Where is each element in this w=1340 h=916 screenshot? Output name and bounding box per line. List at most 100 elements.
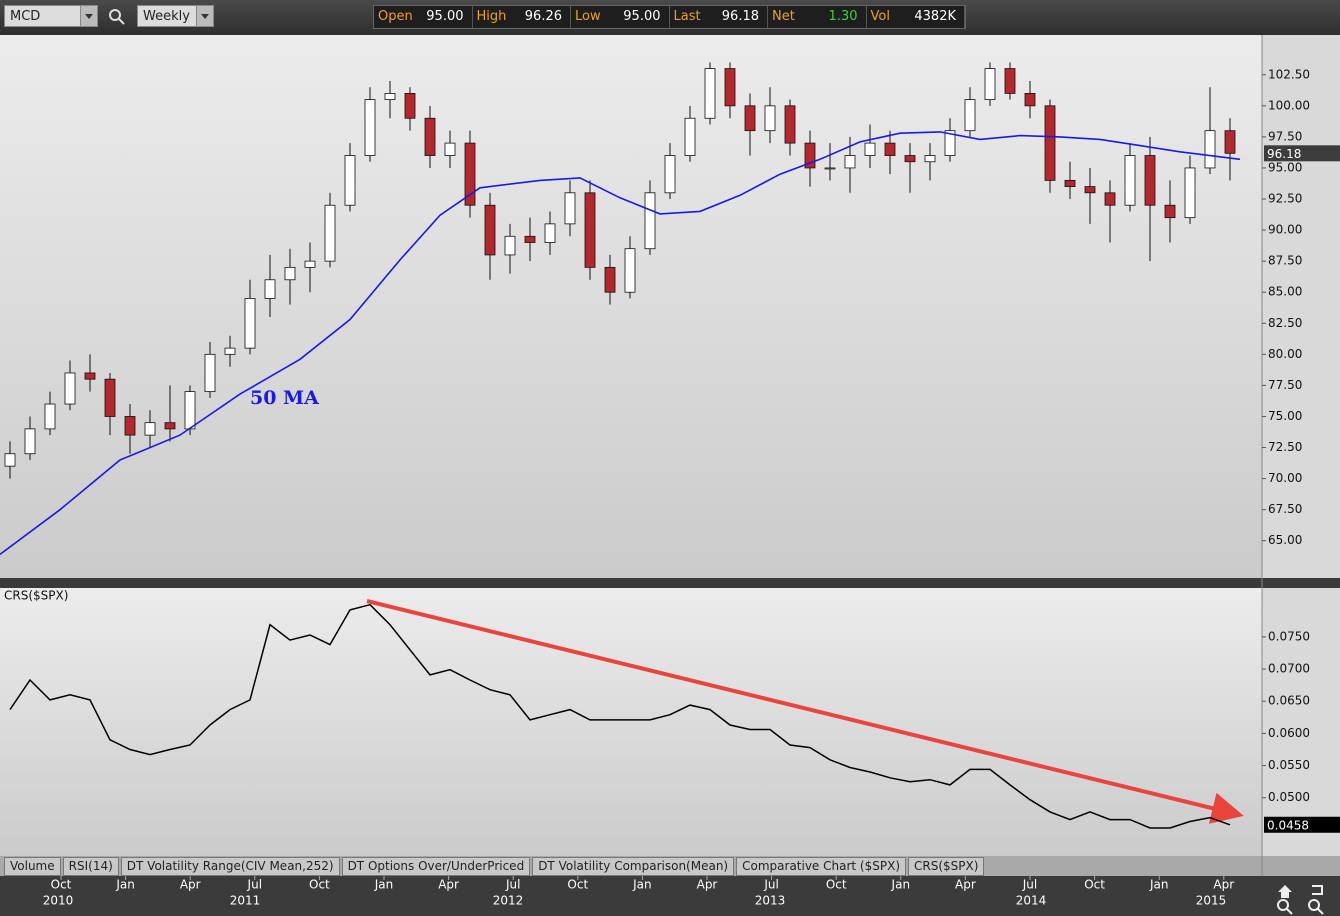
x-year-label: 2011 xyxy=(230,894,261,908)
candle-body xyxy=(704,68,716,119)
y-tick-label: 75.00 xyxy=(1268,409,1302,423)
search-icon[interactable] xyxy=(107,7,127,27)
last-value-tag xyxy=(1264,145,1340,162)
y-tick-label: 90.00 xyxy=(1268,223,1302,237)
candle-body xyxy=(424,117,436,156)
y-tick-label: 100.00 xyxy=(1268,98,1310,112)
candle-body xyxy=(624,248,636,293)
x-tick-label: Jan xyxy=(632,878,652,892)
quote-label: Open xyxy=(378,9,413,24)
candle-body xyxy=(1044,105,1056,181)
candle-body xyxy=(1164,204,1176,219)
indicator-tab[interactable]: Volume xyxy=(4,857,61,876)
indicator-tab[interactable]: DT Volatility Comparison(Mean) xyxy=(532,857,735,876)
quote-field: Open 95.00 xyxy=(374,6,473,28)
x-tick-label: Apr xyxy=(697,878,718,892)
candle-body xyxy=(1084,186,1096,194)
x-tick-label: Jul xyxy=(763,878,778,892)
panel-splitter[interactable] xyxy=(0,578,1340,588)
period-box[interactable]: Weekly xyxy=(137,5,214,27)
x-tick-label: Oct xyxy=(1084,878,1105,892)
indicator-tab[interactable]: Comparative Chart ($SPX) xyxy=(736,857,906,876)
candle-body xyxy=(804,142,816,169)
x-tick-label: Apr xyxy=(180,878,201,892)
y-tick-label: 0.0550 xyxy=(1268,758,1310,772)
candle-body xyxy=(504,235,516,256)
x-year-label: 2010 xyxy=(43,894,74,908)
x-tick-label: Apr xyxy=(438,878,459,892)
candle-body xyxy=(244,298,256,349)
symbol-box[interactable]: MCD xyxy=(4,5,98,27)
home-icon[interactable] xyxy=(1278,885,1292,898)
dropdown-button[interactable] xyxy=(196,6,213,26)
quote-value: 96.18 xyxy=(721,9,759,24)
y-tick-label: 0.0500 xyxy=(1268,790,1310,804)
candle-body xyxy=(764,105,776,132)
quote-label: Last xyxy=(673,9,701,24)
x-tick-label: Oct xyxy=(826,878,847,892)
candle-body xyxy=(904,155,916,163)
x-year-label: 2014 xyxy=(1016,894,1047,908)
quote-label: Low xyxy=(575,9,601,24)
candle-body xyxy=(464,142,476,206)
zoom-in-icon[interactable] xyxy=(1277,899,1293,915)
candle-body xyxy=(784,105,796,144)
candle-body xyxy=(24,428,36,455)
price-panel xyxy=(0,35,1262,578)
y-tick-label: 0.0750 xyxy=(1268,629,1310,643)
candle-body xyxy=(604,266,616,293)
candle-body xyxy=(264,279,276,299)
candle-body xyxy=(1224,130,1236,154)
y-tick-label: 65.00 xyxy=(1268,533,1302,547)
indicator-tab[interactable]: CRS($SPX) xyxy=(908,857,985,876)
toolbar: MCD Weekly Open 95.00 High 96.26 Low 95.00 Las… xyxy=(0,0,1340,34)
candle-body xyxy=(964,99,976,132)
last-value-tag xyxy=(1264,816,1340,833)
y-tick-label: 80.00 xyxy=(1268,347,1302,361)
candle-body xyxy=(324,204,336,262)
last-value-label: 96.18 xyxy=(1267,147,1301,161)
ma-annotation: 50 MA xyxy=(250,387,319,409)
quote-label: High xyxy=(476,9,507,24)
quote-value: 95.00 xyxy=(426,9,464,24)
undo-icon[interactable] xyxy=(1312,885,1323,895)
candle-body xyxy=(1104,192,1116,206)
indicator-tab[interactable]: DT Volatility Range(CIV Mean,252) xyxy=(120,857,340,876)
candle-body xyxy=(1064,179,1076,187)
x-tick-label: Apr xyxy=(1213,878,1234,892)
candle-body xyxy=(64,372,76,405)
candle-body xyxy=(664,155,676,194)
x-year-label: 2015 xyxy=(1196,894,1227,908)
x-tick-label: Jan xyxy=(374,878,394,892)
candle-body xyxy=(144,422,156,436)
x-year-label: 2012 xyxy=(493,894,524,908)
indicator-tab[interactable]: RSI(14) xyxy=(62,857,119,876)
y-tick-label: 72.50 xyxy=(1268,440,1302,454)
crs-title: CRS($SPX) xyxy=(4,589,68,603)
y-tick-label: 87.50 xyxy=(1268,254,1302,268)
price-axis-panel xyxy=(1262,35,1340,578)
candle-body xyxy=(124,416,136,436)
candle-body xyxy=(944,130,956,156)
zoom-out-icon[interactable] xyxy=(1308,899,1324,915)
quote-label: Net xyxy=(772,9,795,24)
last-value-label: 0.0458 xyxy=(1267,818,1309,832)
indicator-tab[interactable]: DT Options Over/UnderPriced xyxy=(341,857,531,876)
candle-body xyxy=(444,142,456,156)
dropdown-button[interactable] xyxy=(80,6,97,26)
quote-field: Vol 4382K xyxy=(867,6,965,28)
quote-value: 1.30 xyxy=(828,9,858,24)
y-tick-label: 85.00 xyxy=(1268,285,1302,299)
quote-value: 95.00 xyxy=(623,9,661,24)
y-tick-label: 0.0700 xyxy=(1268,662,1310,676)
x-tick-label: Jan xyxy=(115,878,135,892)
y-tick-label: 102.50 xyxy=(1268,67,1310,81)
crs-axis-panel xyxy=(1262,588,1340,856)
y-tick-label: 95.00 xyxy=(1268,160,1302,174)
quote-field: Last 96.18 xyxy=(670,6,768,28)
candle-body xyxy=(1144,155,1156,206)
candle-body xyxy=(824,167,836,170)
candle-body xyxy=(1204,130,1216,169)
candle-body xyxy=(864,142,876,156)
crs-panel xyxy=(0,588,1262,856)
